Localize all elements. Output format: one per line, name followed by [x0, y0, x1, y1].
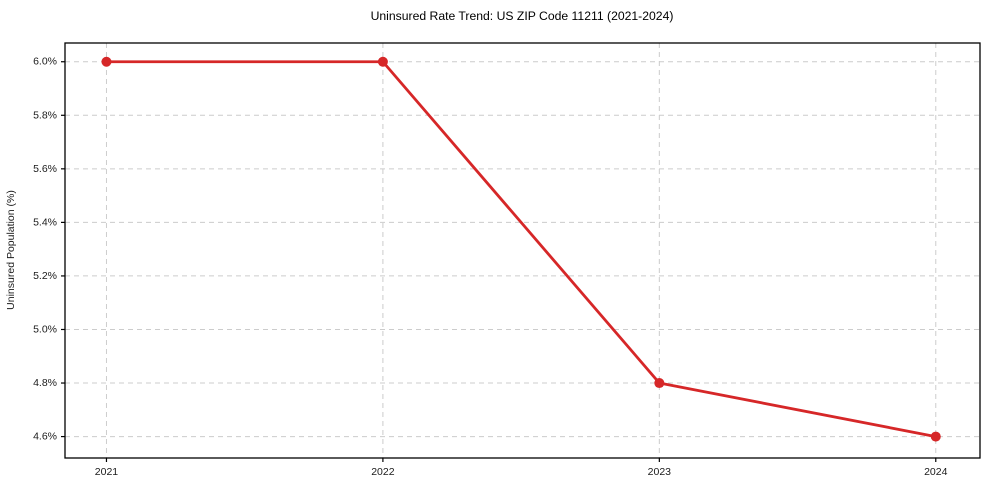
y-tick-label: 5.4% [33, 216, 57, 228]
x-tick-label: 2022 [371, 466, 395, 478]
y-tick-label: 6.0% [33, 56, 57, 68]
y-tick-label: 5.2% [33, 270, 57, 282]
y-tick-label: 4.6% [33, 431, 57, 443]
axis-tick-labels-layer: 4.6% 4.8% 5.0% 5.2% 5.4% 5.6% 5.8% 6.0% 2021 2022… [33, 56, 948, 478]
data-point-2022 [377, 56, 388, 67]
gridlines-layer [65, 43, 980, 458]
data-point-2023 [654, 378, 665, 389]
y-tick-label: 4.8% [33, 377, 57, 389]
plot-border [64, 42, 981, 459]
y-tick-label: 5.0% [33, 323, 57, 335]
chart-title: Uninsured Rate Trend: US ZIP Code 11211 … [371, 9, 674, 23]
y-tick-label: 5.6% [33, 163, 57, 175]
x-tick-label: 2024 [924, 466, 948, 478]
x-tick-label: 2023 [648, 466, 672, 478]
data-point-2024 [930, 431, 941, 442]
data-point-2021 [101, 56, 112, 67]
trend-line [105, 60, 938, 438]
axis-ticks-layer [61, 61, 937, 462]
y-axis-label: Uninsured Population (%) [5, 190, 17, 310]
y-tick-label: 5.8% [33, 109, 57, 121]
data-series-layer [101, 56, 941, 442]
x-tick-label: 2021 [95, 466, 119, 478]
